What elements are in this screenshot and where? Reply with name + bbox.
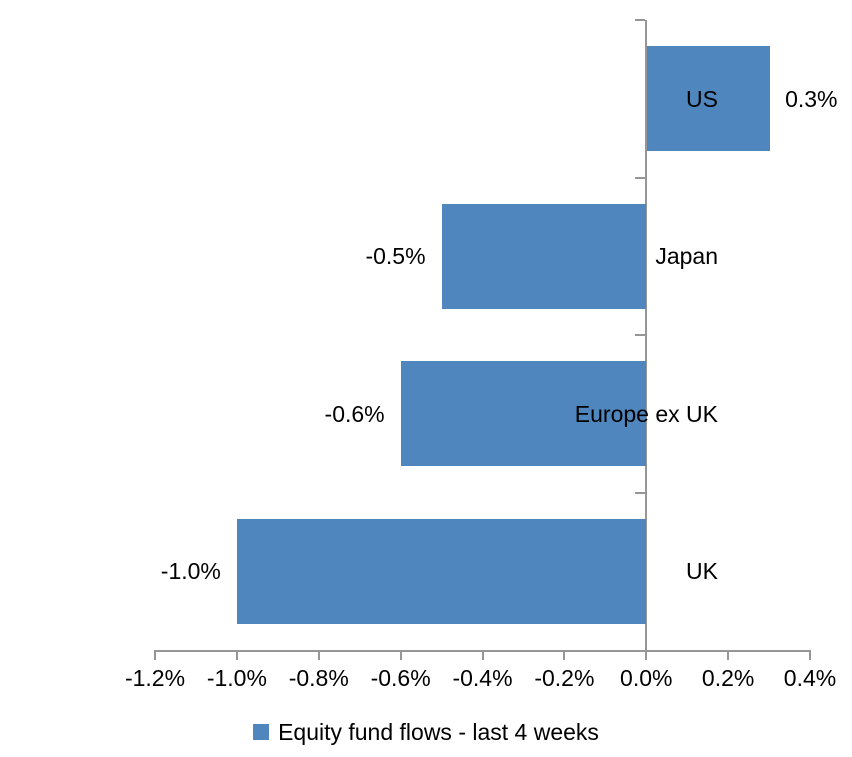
x-axis-tick-label: -1.2% [124,665,186,691]
category-boundary-tick [635,334,646,336]
x-axis-tick-label: -0.8% [288,665,349,691]
x-axis-tick-label: -1.0% [206,665,267,691]
data-label-uk: -1.0% [160,558,221,585]
x-axis-tick-label: -0.6% [370,665,431,691]
x-axis-tick-label: 0.2% [701,665,755,691]
category-label-us: US [686,85,718,112]
x-axis-tick-label: 0.4% [783,665,837,691]
x-axis-tick [235,650,238,660]
y-axis-line [645,20,648,660]
x-axis-tick [399,650,402,660]
data-label-us: 0.3% [785,85,838,112]
x-axis-tick [481,650,484,660]
bar-japan [441,203,647,309]
x-axis-tick-label: 0.0% [620,665,673,691]
category-label-europe-ex-uk: Europe ex UK [574,400,718,427]
x-axis-tick [154,650,156,660]
category-label-japan: Japan [655,243,718,270]
x-axis-tick-label: -0.4% [452,665,513,691]
x-axis-tick [809,650,811,660]
legend: Equity fund flows - last 4 weeks [0,719,852,745]
category-label-uk: UK [686,558,718,585]
data-label-europe-ex-uk: -0.6% [324,400,385,427]
x-axis-tick-label: -0.2% [534,665,595,691]
category-boundary-tick [635,176,646,179]
bar-us [647,46,771,152]
bar-europe-ex-uk [400,361,647,467]
x-axis-tick [317,650,320,660]
bar-uk [236,518,647,624]
category-boundary-tick [635,491,646,494]
x-axis-tick [563,650,566,660]
x-axis-tick [727,650,730,660]
category-boundary-tick [635,19,646,21]
legend-label: Equity fund flows - last 4 weeks [278,719,599,745]
legend-swatch-icon [253,724,270,740]
data-label-japan: -0.5% [365,243,426,270]
x-axis-tick [645,650,648,660]
